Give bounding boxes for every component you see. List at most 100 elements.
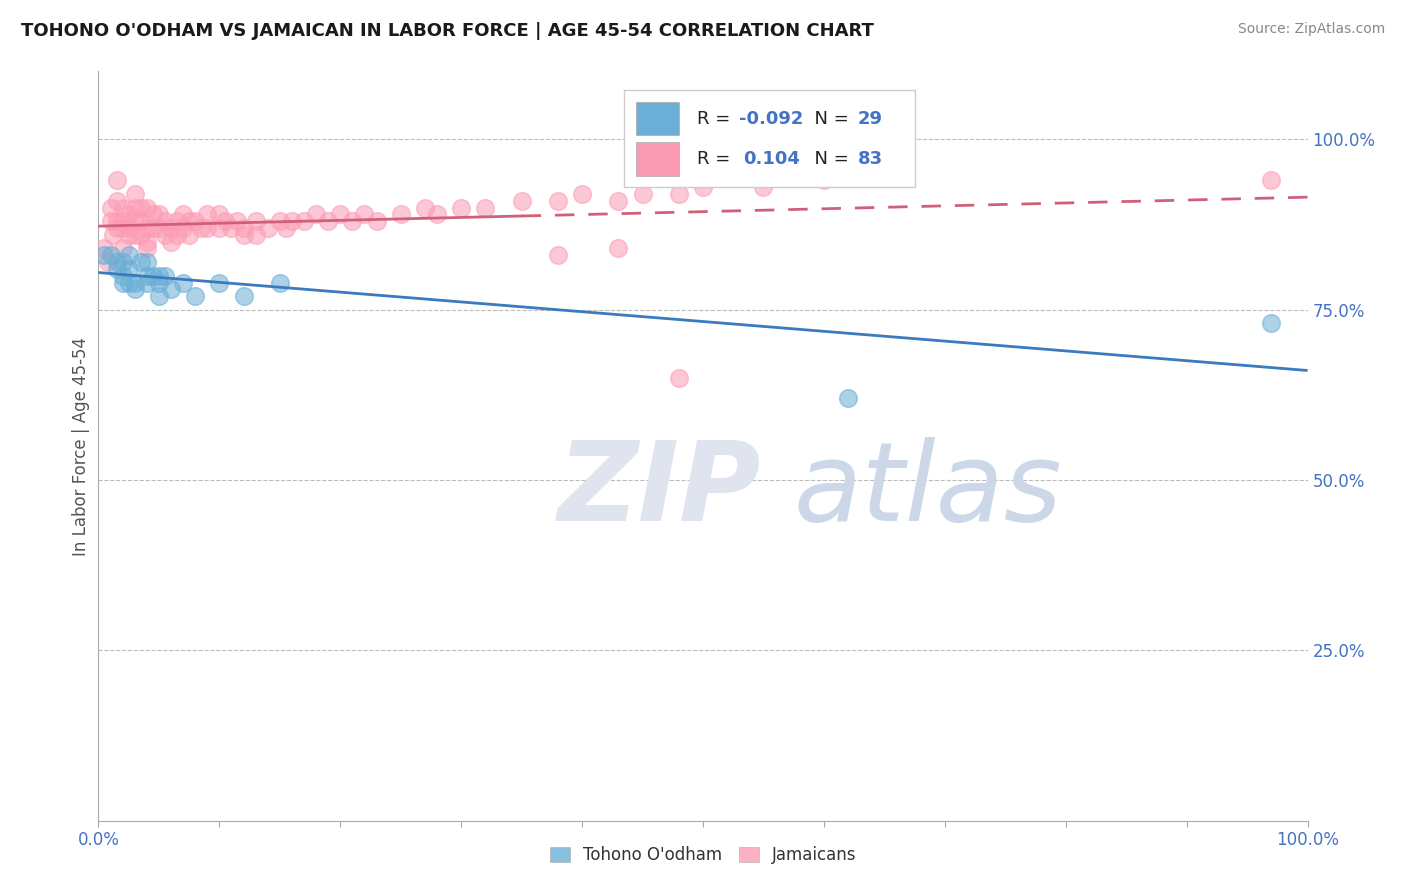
Point <box>129 201 152 215</box>
Point <box>148 268 170 283</box>
Point <box>111 255 134 269</box>
Point <box>135 235 157 249</box>
Point <box>135 255 157 269</box>
Point <box>353 207 375 221</box>
Point <box>269 276 291 290</box>
Bar <box>637 102 679 136</box>
Point <box>111 201 134 215</box>
Y-axis label: In Labor Force | Age 45-54: In Labor Force | Age 45-54 <box>72 336 90 556</box>
Point <box>111 242 134 256</box>
Point <box>547 194 569 208</box>
Point <box>571 186 593 201</box>
Point <box>135 276 157 290</box>
Point <box>208 207 231 221</box>
Point <box>111 268 134 283</box>
Point <box>93 248 115 262</box>
Text: Source: ZipAtlas.com: Source: ZipAtlas.com <box>1237 22 1385 37</box>
Point <box>97 255 120 269</box>
Point <box>752 180 775 194</box>
Point <box>692 180 714 194</box>
Point <box>837 392 859 406</box>
Point <box>142 221 165 235</box>
Legend: Tohono O'odham, Jamaicans: Tohono O'odham, Jamaicans <box>541 838 865 872</box>
Point <box>172 276 194 290</box>
Point <box>256 221 278 235</box>
Point <box>1260 317 1282 331</box>
Point <box>292 214 315 228</box>
Point <box>607 242 630 256</box>
Point <box>179 214 201 228</box>
Point <box>160 235 183 249</box>
Point <box>195 221 218 235</box>
Text: 0.104: 0.104 <box>742 150 800 168</box>
Point <box>148 221 170 235</box>
Point <box>153 227 176 242</box>
Point <box>813 173 835 187</box>
Point <box>111 276 134 290</box>
Point <box>135 268 157 283</box>
Text: N =: N = <box>803 110 855 128</box>
Text: 83: 83 <box>858 150 883 168</box>
Point <box>124 186 146 201</box>
Text: TOHONO O'ODHAM VS JAMAICAN IN LABOR FORCE | AGE 45-54 CORRELATION CHART: TOHONO O'ODHAM VS JAMAICAN IN LABOR FORC… <box>21 22 875 40</box>
Point <box>184 214 207 228</box>
Text: ZIP: ZIP <box>558 437 762 544</box>
Point <box>124 227 146 242</box>
Point <box>195 207 218 221</box>
Point <box>232 227 254 242</box>
Text: atlas: atlas <box>793 437 1063 544</box>
Point <box>124 282 146 296</box>
Point <box>226 214 249 228</box>
Point <box>668 371 690 385</box>
Point <box>245 227 267 242</box>
Point <box>100 214 122 228</box>
Point <box>160 282 183 296</box>
Point <box>124 276 146 290</box>
Point <box>129 227 152 242</box>
Point <box>105 173 128 187</box>
Point <box>172 207 194 221</box>
Point <box>1260 173 1282 187</box>
Point <box>148 207 170 221</box>
Point <box>118 221 141 235</box>
Point <box>118 227 141 242</box>
Point <box>413 201 436 215</box>
Point <box>214 214 236 228</box>
Text: 29: 29 <box>858 110 883 128</box>
Point <box>166 227 188 242</box>
Point <box>124 201 146 215</box>
Point <box>184 289 207 303</box>
Point <box>179 227 201 242</box>
Point <box>474 201 496 215</box>
Point <box>100 248 122 262</box>
Point <box>148 289 170 303</box>
Point <box>160 221 183 235</box>
Point <box>232 289 254 303</box>
Point <box>281 214 304 228</box>
Point <box>129 214 152 228</box>
Point <box>366 214 388 228</box>
Point <box>135 242 157 256</box>
Point <box>668 186 690 201</box>
Point <box>426 207 449 221</box>
Point <box>118 207 141 221</box>
Point <box>547 248 569 262</box>
Point <box>111 214 134 228</box>
Point <box>316 214 339 228</box>
Point <box>148 276 170 290</box>
Point <box>305 207 328 221</box>
FancyBboxPatch shape <box>624 90 915 187</box>
Point <box>450 201 472 215</box>
Point <box>510 194 533 208</box>
Point <box>274 221 297 235</box>
Point <box>124 214 146 228</box>
Point <box>105 194 128 208</box>
Point <box>118 276 141 290</box>
Point <box>190 221 212 235</box>
Point <box>153 214 176 228</box>
Point <box>135 221 157 235</box>
Point <box>111 221 134 235</box>
Point <box>105 255 128 269</box>
Text: R =: R = <box>697 150 742 168</box>
Point <box>245 214 267 228</box>
